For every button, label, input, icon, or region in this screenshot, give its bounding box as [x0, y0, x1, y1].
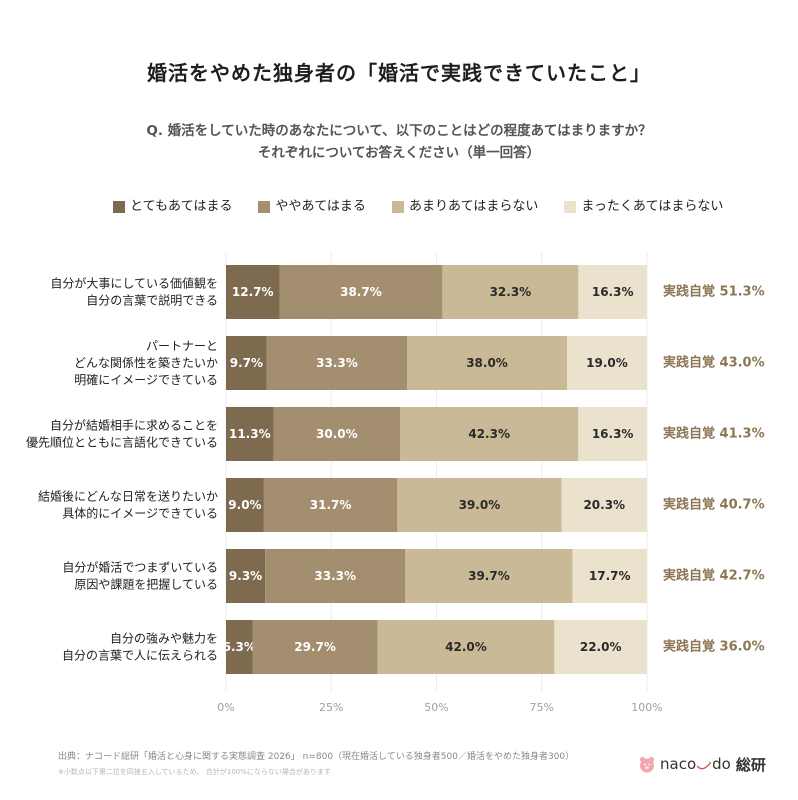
bar-segment: [226, 478, 264, 532]
data-label: 29.7%: [294, 640, 336, 654]
chart-question: Q. 婚活をしていた時のあなたについて、以下のことはどの程度あてはまりますか？: [146, 123, 652, 139]
bar-segment: [226, 407, 274, 461]
x-tick-label: 25%: [319, 701, 343, 714]
bar-segment: [561, 478, 647, 532]
category-label: 明確にイメージできている: [74, 372, 218, 387]
bar-segment: [265, 549, 406, 603]
bar-segment: [226, 620, 253, 674]
legend-item-somewhat-true: ややあてはまる: [258, 198, 366, 216]
summary-label: 実践自覚 42.7%: [663, 568, 765, 584]
category-label: 自分が婚活でつまずいている: [62, 560, 218, 575]
bar-segment: [263, 478, 398, 532]
data-label: 16.3%: [592, 427, 634, 441]
bar-segment: [405, 549, 573, 603]
data-label: 9.7%: [230, 356, 263, 370]
data-label: 17.7%: [589, 569, 631, 583]
legend-item-very-true: とてもあてはまる: [113, 198, 232, 216]
data-label: 38.7%: [340, 285, 382, 299]
logo-wordmark-part1: naco: [660, 755, 697, 773]
bar-segment: [226, 549, 266, 603]
pink-piggy-icon: [638, 755, 656, 773]
data-label: 6.3%: [223, 640, 256, 654]
data-label: 22.0%: [580, 640, 622, 654]
summary-label: 実践自覚 43.0%: [663, 355, 765, 371]
data-label: 12.7%: [232, 285, 274, 299]
stacked-bar-chart: 0% 25% 50% 75% 100% 12.7% 38.7% 32.3% 16.3% 自分が大事…: [26, 252, 765, 714]
category-label: 原因や課題を把握している: [74, 577, 218, 592]
source-citation: 出典：ナコード総研「婚活と心身に関する実態調査 2026」 n=800（現在婚活…: [58, 752, 575, 762]
rounding-note: ※小数点以下第二位を四捨五入しているため、 合計が100%にならない場合がありま…: [58, 768, 331, 776]
x-tick-label: 50%: [424, 701, 448, 714]
chart-question-instruction: それぞれについてお答えください（単一回答）: [257, 145, 541, 161]
x-tick-label: 100%: [631, 701, 662, 714]
data-label: 31.7%: [310, 498, 352, 512]
legend-swatch: [258, 201, 271, 213]
category-label: 具体的にイメージできている: [62, 506, 218, 521]
bar-segment: [279, 265, 443, 319]
category-label: パートナーと: [146, 339, 218, 353]
data-label: 33.3%: [314, 569, 356, 583]
category-label: 自分の言葉で人に伝えられる: [62, 649, 218, 663]
category-label: 優先順位とともに言語化できている: [26, 435, 218, 450]
data-label: 33.3%: [316, 356, 358, 370]
legend-item-not-true-at-all: まったくあてはまらない: [564, 198, 723, 216]
bar-segment: [397, 478, 562, 532]
data-label: 38.0%: [466, 356, 508, 370]
bar-segment: [273, 407, 401, 461]
data-label: 39.7%: [468, 569, 510, 583]
category-label: 自分の強みや魅力を: [110, 631, 218, 646]
bar-segment: [572, 549, 647, 603]
bar-segment: [578, 265, 647, 319]
logo-swoosh-icon: [696, 755, 712, 773]
legend-swatch: [113, 201, 125, 213]
legend-label: ややあてはまる: [275, 199, 366, 214]
category-label: 結婚後にどんな日常を送りたいか: [38, 489, 218, 504]
summary-label: 実践自覚 41.3%: [663, 426, 765, 442]
data-label: 39.0%: [459, 498, 501, 512]
data-label: 32.3%: [490, 285, 532, 299]
bar-segment: [400, 407, 579, 461]
category-label: どんな関係性を築きたいか: [74, 355, 218, 370]
category-label: 自分が大事にしている価値観を: [50, 276, 218, 291]
data-label: 9.3%: [229, 569, 262, 583]
bar-segment: [567, 336, 647, 390]
bar-segment: [266, 336, 408, 390]
summary-label: 実践自覚 40.7%: [663, 497, 765, 513]
legend-label: とてもあてはまる: [130, 199, 233, 214]
bar-segment: [578, 407, 647, 461]
data-label: 9.0%: [228, 498, 261, 512]
legend-label: まったくあてはまらない: [581, 199, 724, 214]
data-label: 11.3%: [229, 427, 271, 441]
bar-segment: [226, 265, 280, 319]
x-tick-label: 0%: [217, 701, 234, 714]
logo-wordmark-part2: do: [712, 755, 731, 773]
bar-segment: [226, 336, 267, 390]
summary-label: 実践自覚 36.0%: [663, 639, 765, 655]
legend-item-not-very-true: あまりあてはまらない: [391, 198, 539, 216]
data-label: 42.3%: [468, 427, 510, 441]
x-tick-label: 75%: [530, 701, 554, 714]
bar-segment: [554, 620, 647, 674]
data-label: 42.0%: [445, 640, 487, 654]
summary-label: 実践自覚 51.3%: [663, 284, 765, 300]
legend-swatch: [391, 201, 404, 213]
bar-segment: [442, 265, 579, 319]
bar-segment: [407, 336, 568, 390]
data-label: 16.3%: [592, 285, 634, 299]
brand-logo: naco do 総研: [638, 753, 766, 775]
bar-segment: [252, 620, 378, 674]
category-label: 自分の言葉で説明できる: [86, 293, 218, 308]
bar-segment: [377, 620, 555, 674]
chart-title: 婚活をやめた独身者の「婚活で実践できていたこと」: [147, 61, 651, 85]
legend-swatch: [564, 201, 577, 213]
category-label: 自分が結婚相手に求めることを: [50, 418, 218, 433]
data-label: 20.3%: [583, 498, 625, 512]
legend-label: あまりあてはまらない: [408, 199, 539, 214]
legend: とてもあてはまる ややあてはまる あまりあてはまらない まったくあてはまらない: [113, 198, 723, 216]
data-label: 30.0%: [316, 427, 358, 441]
data-label: 19.0%: [586, 356, 628, 370]
logo-wordmark-suffix: 総研: [735, 755, 766, 774]
